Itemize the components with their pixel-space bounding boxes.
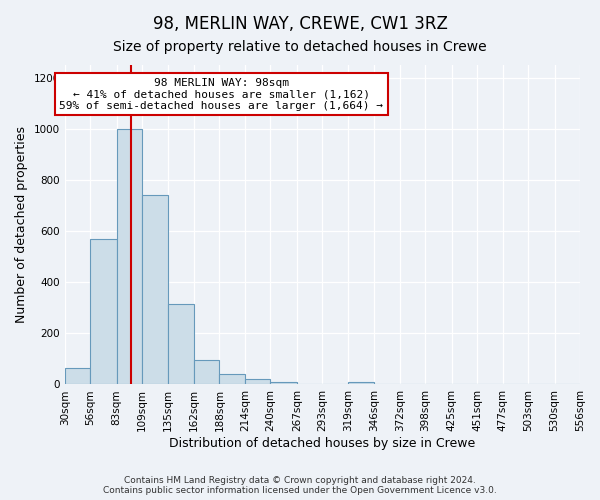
Bar (245, 380, 271, 384)
Bar (194, 360, 220, 384)
Text: Contains HM Land Registry data © Crown copyright and database right 2024.
Contai: Contains HM Land Registry data © Crown c… (103, 476, 497, 495)
Bar (348, 382, 374, 384)
Text: 98, MERLIN WAY, CREWE, CW1 3RZ: 98, MERLIN WAY, CREWE, CW1 3RZ (152, 15, 448, 33)
Bar (116, 129, 142, 384)
Text: Size of property relative to detached houses in Crewe: Size of property relative to detached ho… (113, 40, 487, 54)
Bar (65, 368, 90, 384)
Text: 98 MERLIN WAY: 98sqm
← 41% of detached houses are smaller (1,162)
59% of semi-de: 98 MERLIN WAY: 98sqm ← 41% of detached h… (59, 78, 383, 111)
Bar (167, 304, 194, 384)
Bar (271, 382, 297, 384)
Y-axis label: Number of detached properties: Number of detached properties (15, 126, 28, 323)
Bar (220, 374, 245, 384)
Bar (90, 239, 116, 384)
Bar (142, 196, 167, 384)
X-axis label: Distribution of detached houses by size in Crewe: Distribution of detached houses by size … (169, 437, 475, 450)
